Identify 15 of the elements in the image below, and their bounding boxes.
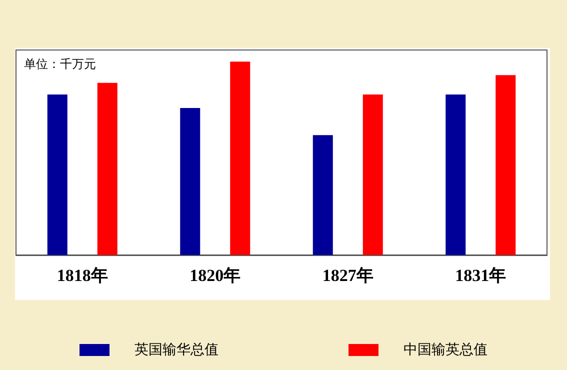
bar xyxy=(362,94,383,255)
bar xyxy=(230,62,250,255)
legend-label: 中国输英总值 xyxy=(404,342,488,358)
annotation: 单位：千万元 xyxy=(24,57,96,71)
bar xyxy=(446,94,466,255)
x-tick-label: 1818年 xyxy=(56,266,108,285)
bar xyxy=(312,135,333,255)
x-tick-label: 1820年 xyxy=(190,266,241,285)
x-tick-label: 1827年 xyxy=(322,266,374,285)
bar xyxy=(47,94,68,255)
legend-label: 英国输华总值 xyxy=(134,342,218,358)
bar xyxy=(496,75,516,255)
x-tick-label: 1831年 xyxy=(455,266,506,285)
bar xyxy=(180,108,200,255)
bar xyxy=(97,82,118,255)
